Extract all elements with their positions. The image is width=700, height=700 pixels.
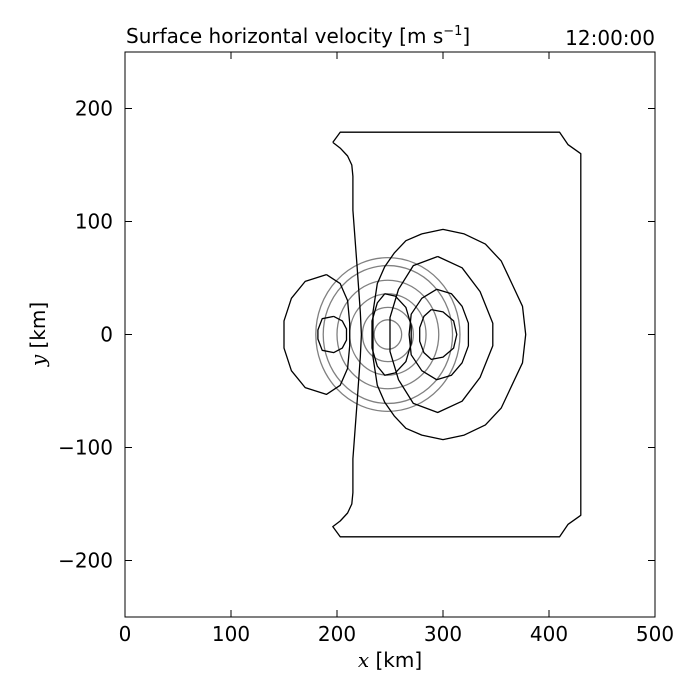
x-tick-label: 0	[119, 622, 132, 646]
gray-contour-circle	[373, 319, 403, 350]
contour-right-core-lobe	[419, 308, 458, 361]
chart-title-exponent: −1	[443, 24, 462, 39]
contour-left-outer-lobe	[283, 273, 351, 396]
y-tick-label: 100	[75, 210, 113, 234]
plot-area	[283, 131, 582, 538]
x-tick-label: 300	[424, 622, 462, 646]
gray-contour-circle	[336, 279, 440, 390]
y-tick-label: −200	[58, 549, 113, 573]
contour-right-inner-lobe	[408, 288, 470, 381]
x-axis-label-var: x	[358, 648, 369, 672]
tick-labels: 0 100 200 300 400 500 −200 −100 0 100 200	[58, 97, 674, 647]
y-axis-label: y [km]	[26, 302, 50, 367]
x-tick-label: 500	[636, 622, 674, 646]
contour-right-outer-lobe	[372, 228, 527, 441]
chart-title-close: ]	[462, 24, 470, 48]
gray-contour-circle	[361, 306, 414, 363]
chart-title: Surface horizontal velocity [m s−1]	[126, 24, 470, 48]
x-tick-label: 400	[530, 622, 568, 646]
y-tick-label: 200	[75, 97, 113, 121]
y-tick-label: −100	[58, 436, 113, 460]
contour-left-inner-lobe	[317, 315, 348, 354]
plot-frame	[124, 51, 656, 618]
x-axis-label-unit: [km]	[369, 648, 422, 672]
x-tick-label: 200	[318, 622, 356, 646]
y-axis-label-var: y	[26, 354, 50, 367]
contour-right-mid-lobe	[389, 255, 494, 414]
contour-outer-domain	[332, 131, 582, 538]
y-axis-label-unit: [km]	[26, 302, 50, 355]
x-axis-label: x [km]	[358, 648, 422, 672]
x-tick-label: 100	[212, 622, 250, 646]
time-label: 12:00:00	[565, 26, 655, 50]
gray-contour-circle	[315, 257, 461, 412]
gray-contour-circle	[322, 264, 454, 405]
y-tick-label: 0	[100, 323, 113, 347]
chart-title-main: Surface horizontal velocity [m s	[126, 24, 443, 48]
contour-center-lobe	[371, 293, 412, 376]
